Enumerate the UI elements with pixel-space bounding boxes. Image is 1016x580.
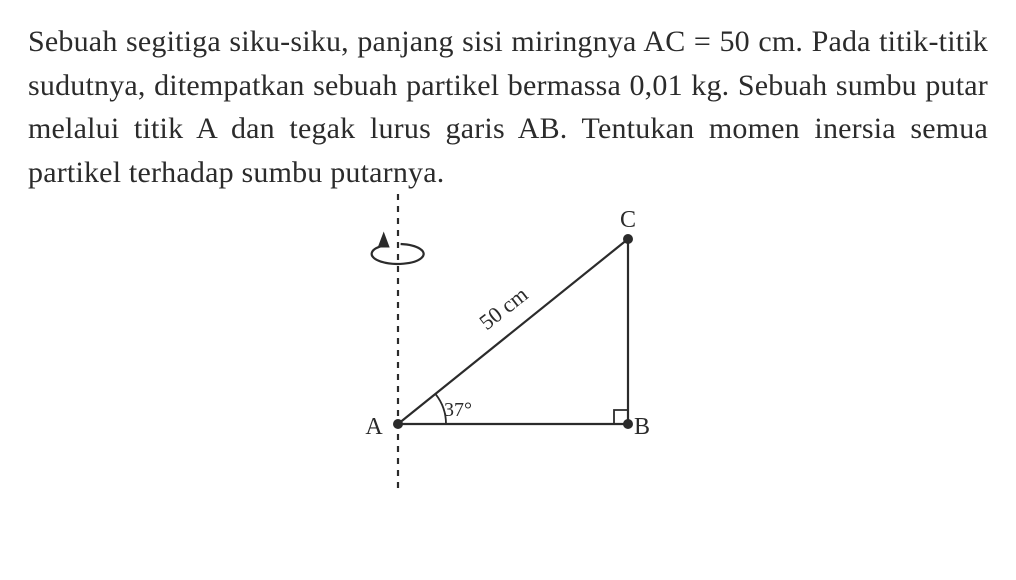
vertex-label-b: B: [634, 414, 650, 440]
vertex-c: [623, 234, 633, 244]
figure-container: A B C 50 cm 37°: [28, 184, 988, 504]
vertex-a: [393, 419, 403, 429]
hypotenuse-label: 50 cm: [474, 281, 532, 334]
vertex-label-c: C: [620, 207, 636, 233]
triangle-diagram: A B C 50 cm 37°: [298, 184, 718, 504]
text-line-1: Sebuah segitiga siku-siku, panjang sisi …: [28, 25, 812, 58]
rotation-arrow-head: [378, 232, 390, 248]
vertex-label-a: A: [365, 414, 383, 440]
angle-label: 37°: [444, 399, 472, 421]
problem-text: Sebuah segitiga siku-siku, panjang sisi …: [28, 20, 988, 194]
vertex-b: [623, 419, 633, 429]
side-ac: [398, 239, 628, 424]
